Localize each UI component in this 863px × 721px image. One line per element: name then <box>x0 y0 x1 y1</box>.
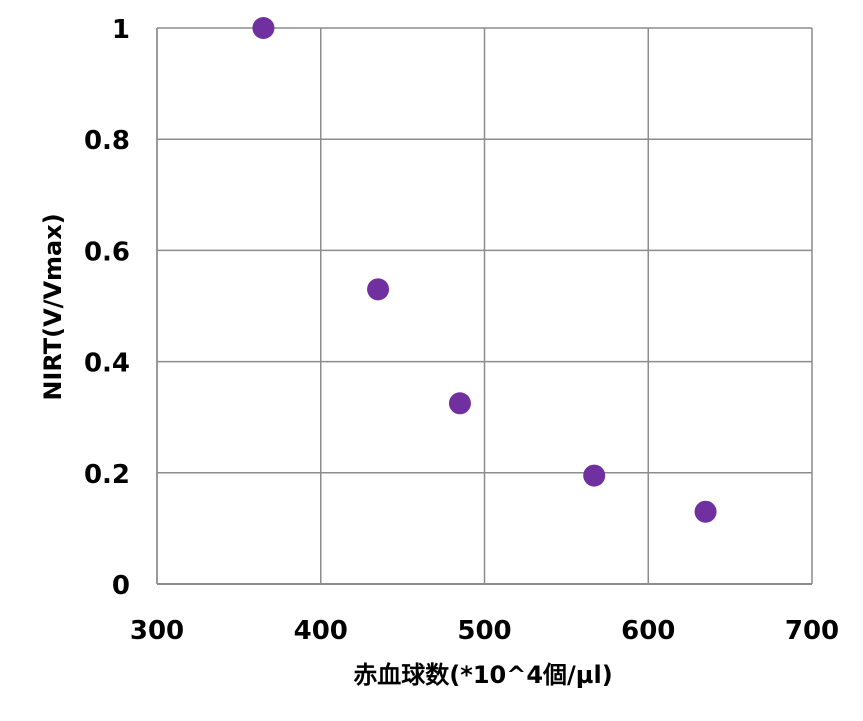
y-axis-tick-labels: 0 0.2 0.4 0.6 0.8 1 <box>84 15 130 601</box>
data-point <box>583 464 606 487</box>
y-tick-label: 1 <box>112 15 130 45</box>
x-tick-label: 500 <box>457 616 511 646</box>
plot-area <box>156 28 812 585</box>
data-point <box>367 278 390 301</box>
y-tick-label: 0.4 <box>84 349 130 379</box>
y-tick-label: 0.2 <box>84 460 130 490</box>
data-point <box>694 500 717 523</box>
data-point <box>252 17 275 39</box>
grid-lines <box>156 27 813 585</box>
y-tick-label: 0 <box>112 571 130 601</box>
y-tick-label: 0.6 <box>84 237 130 267</box>
data-point <box>448 392 471 415</box>
x-axis-tick-labels: 300 400 500 600 700 <box>130 616 839 646</box>
x-tick-label: 300 <box>130 616 184 646</box>
x-tick-label: 700 <box>785 616 839 646</box>
x-axis-label: 赤血球数(*10^4個/µl) <box>353 661 612 689</box>
x-tick-label: 600 <box>621 616 675 646</box>
y-tick-label: 0.8 <box>84 126 130 156</box>
x-tick-label: 400 <box>294 616 348 646</box>
y-axis-label: NIRT(V/Vmax) <box>39 213 67 400</box>
data-points <box>252 17 717 523</box>
